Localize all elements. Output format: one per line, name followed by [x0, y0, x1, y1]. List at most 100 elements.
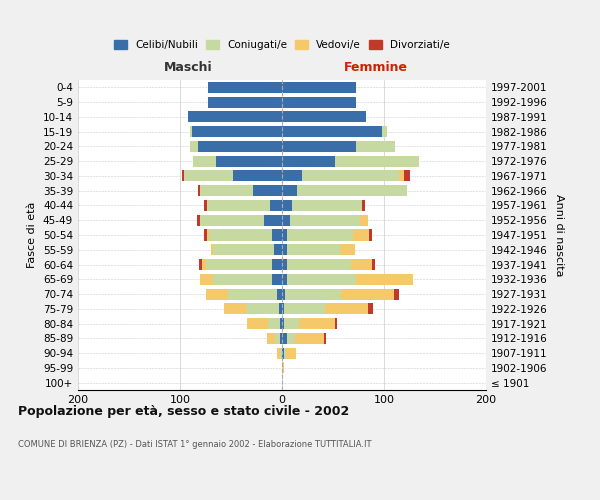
Bar — [199, 141, 282, 152]
Y-axis label: Anni di nascita: Anni di nascita — [554, 194, 564, 276]
Bar — [335, 156, 419, 166]
Bar — [212, 244, 274, 256]
Bar — [282, 156, 335, 166]
Bar — [224, 304, 246, 314]
Bar — [190, 141, 199, 152]
Bar — [282, 96, 356, 108]
Bar — [200, 185, 253, 196]
Bar — [200, 274, 212, 285]
Bar — [246, 304, 279, 314]
Bar — [233, 170, 282, 181]
Bar — [302, 170, 400, 181]
Bar — [282, 348, 284, 358]
Bar — [382, 126, 387, 137]
Bar — [199, 259, 202, 270]
Bar — [205, 288, 228, 300]
Text: Maschi: Maschi — [164, 61, 212, 74]
Bar — [325, 304, 368, 314]
Bar — [286, 348, 296, 358]
Bar — [280, 318, 282, 329]
Bar — [277, 288, 282, 300]
Bar — [341, 288, 394, 300]
Bar — [353, 230, 369, 240]
Bar — [263, 214, 282, 226]
Bar — [285, 288, 341, 300]
Bar — [287, 244, 340, 256]
Bar — [282, 362, 284, 374]
Bar — [287, 274, 356, 285]
Bar — [282, 82, 356, 93]
Bar — [190, 126, 192, 137]
Bar — [282, 141, 356, 152]
Text: COMUNE DI BRIENZA (PZ) - Dati ISTAT 1° gennaio 2002 - Elaborazione TUTTITALIA.IT: COMUNE DI BRIENZA (PZ) - Dati ISTAT 1° g… — [18, 440, 371, 449]
Bar — [282, 304, 284, 314]
Bar — [216, 156, 282, 166]
Bar — [282, 230, 287, 240]
Bar — [282, 274, 287, 285]
Bar — [287, 230, 353, 240]
Bar — [292, 200, 362, 211]
Bar — [282, 244, 287, 256]
Bar — [400, 170, 404, 181]
Bar — [275, 333, 280, 344]
Bar — [282, 333, 287, 344]
Bar — [299, 318, 335, 329]
Bar — [188, 112, 282, 122]
Bar — [199, 185, 200, 196]
Bar — [282, 200, 292, 211]
Bar — [287, 259, 352, 270]
Bar — [404, 170, 410, 181]
Bar — [287, 333, 295, 344]
Bar — [272, 274, 282, 285]
Bar — [205, 200, 206, 211]
Bar — [272, 230, 282, 240]
Bar — [394, 288, 400, 300]
Bar — [340, 244, 355, 256]
Bar — [272, 259, 282, 270]
Bar — [356, 274, 413, 285]
Bar — [266, 333, 275, 344]
Bar — [200, 214, 263, 226]
Bar — [228, 288, 277, 300]
Bar — [362, 200, 365, 211]
Text: Popolazione per età, sesso e stato civile - 2002: Popolazione per età, sesso e stato civil… — [18, 405, 349, 418]
Bar — [369, 230, 372, 240]
Bar — [356, 141, 395, 152]
Bar — [209, 230, 272, 240]
Bar — [295, 333, 324, 344]
Bar — [206, 200, 270, 211]
Legend: Celibi/Nubili, Coniugati/e, Vedovi/e, Divorziati/e: Celibi/Nubili, Coniugati/e, Vedovi/e, Di… — [110, 36, 454, 54]
Bar — [282, 214, 290, 226]
Bar — [208, 96, 282, 108]
Bar — [282, 259, 287, 270]
Y-axis label: Fasce di età: Fasce di età — [28, 202, 37, 268]
Bar — [335, 318, 337, 329]
Bar — [205, 230, 206, 240]
Bar — [182, 170, 184, 181]
Bar — [247, 318, 268, 329]
Bar — [282, 288, 285, 300]
Bar — [352, 259, 372, 270]
Bar — [280, 348, 282, 358]
Bar — [192, 126, 282, 137]
Bar — [212, 274, 272, 285]
Bar — [324, 333, 326, 344]
Bar — [270, 200, 282, 211]
Bar — [284, 318, 299, 329]
Text: Femmine: Femmine — [344, 61, 408, 74]
Bar — [197, 214, 200, 226]
Bar — [280, 333, 282, 344]
Bar — [282, 112, 365, 122]
Bar — [274, 244, 282, 256]
Bar — [193, 156, 216, 166]
Bar — [359, 214, 368, 226]
Bar — [206, 230, 209, 240]
Bar — [253, 185, 282, 196]
Bar — [372, 259, 375, 270]
Bar — [211, 244, 212, 256]
Bar — [279, 304, 282, 314]
Bar — [284, 304, 325, 314]
Bar — [368, 304, 373, 314]
Bar — [202, 259, 205, 270]
Bar — [268, 318, 280, 329]
